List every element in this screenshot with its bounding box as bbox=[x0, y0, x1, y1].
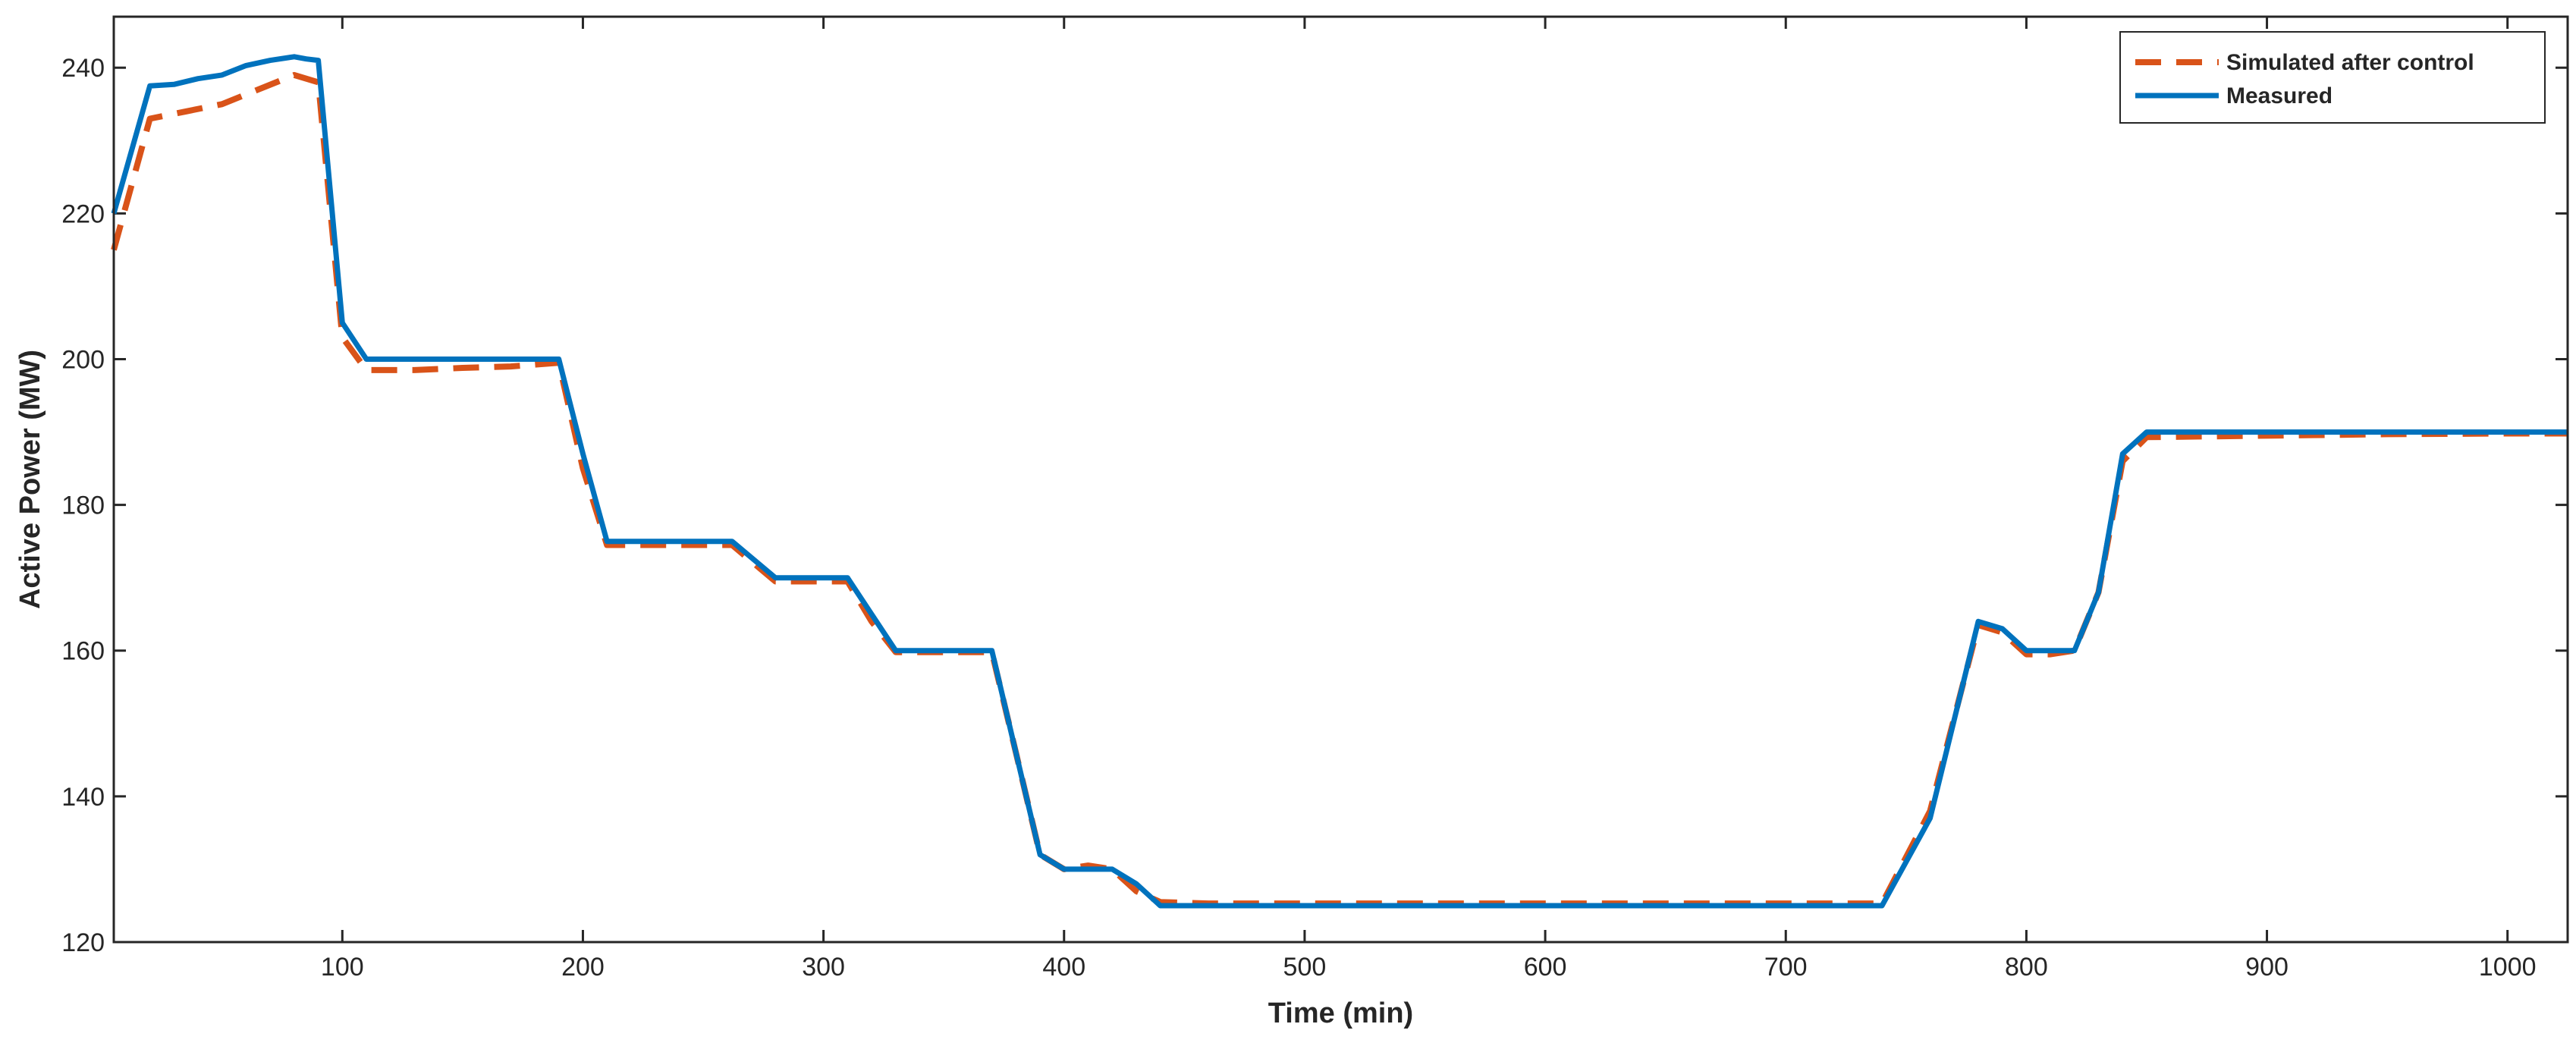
plot-area bbox=[114, 17, 2568, 942]
x-tick-label: 800 bbox=[2005, 953, 2048, 982]
y-tick-label: 240 bbox=[61, 54, 105, 83]
legend-label: Simulated after control bbox=[2226, 50, 2474, 75]
x-tick-label: 100 bbox=[321, 953, 364, 982]
legend-label: Measured bbox=[2226, 83, 2333, 108]
series-line-measured bbox=[111, 54, 2568, 909]
x-tick-label: 900 bbox=[2245, 953, 2289, 982]
y-tick-label: 120 bbox=[61, 928, 105, 957]
y-tick-label: 220 bbox=[61, 199, 105, 228]
legend-box bbox=[2119, 31, 2546, 124]
y-axis-title: Active Power (MW) bbox=[14, 350, 46, 609]
y-tick-label: 160 bbox=[61, 637, 105, 666]
y-tick-label: 200 bbox=[61, 345, 105, 374]
x-tick-label: 300 bbox=[802, 953, 845, 982]
y-axis-ticks: 120 140 160 180 200 220 240 bbox=[61, 54, 2568, 957]
x-tick-label: 400 bbox=[1042, 953, 1085, 982]
x-tick-label: 1000 bbox=[2479, 953, 2537, 982]
legend: Simulated after control Measured bbox=[2119, 31, 2546, 124]
x-tick-label: 700 bbox=[1764, 953, 1808, 982]
x-tick-label: 200 bbox=[561, 953, 605, 982]
x-axis-title: Time (min) bbox=[1268, 997, 1413, 1029]
y-tick-label: 180 bbox=[61, 492, 105, 520]
x-axis-ticks: 100 200 300 400 500 600 700 800 900 1000 bbox=[321, 17, 2537, 982]
series-lines bbox=[111, 54, 2568, 909]
y-tick-label: 140 bbox=[61, 783, 105, 812]
plot-frame bbox=[112, 15, 2569, 944]
x-tick-label: 500 bbox=[1283, 953, 1327, 982]
x-tick-label: 600 bbox=[1524, 953, 1567, 982]
